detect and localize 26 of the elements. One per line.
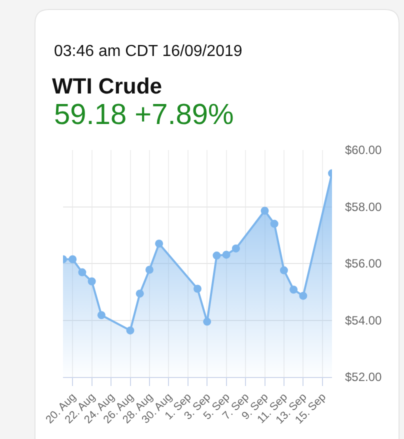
point <box>270 220 278 228</box>
point <box>88 277 96 286</box>
point <box>290 286 298 294</box>
point <box>97 311 106 320</box>
point <box>194 284 202 293</box>
y-tick-label: $56.00 <box>345 256 382 271</box>
point <box>222 250 230 259</box>
point <box>78 268 86 276</box>
point <box>136 290 144 298</box>
point <box>145 266 154 274</box>
point <box>212 252 221 260</box>
point <box>68 255 77 264</box>
point <box>126 326 134 334</box>
y-tick-label: $54.00 <box>345 313 382 328</box>
point <box>299 292 308 300</box>
point <box>232 244 240 252</box>
text: 03:46 am CDT 16/09/2019 <box>54 43 242 60</box>
y-tick-label: $60.00 <box>345 143 382 158</box>
chart-subtitle: 59.18 +7.89% <box>54 99 234 131</box>
point <box>203 318 212 326</box>
point <box>280 266 288 274</box>
point <box>260 206 269 215</box>
y-tick-label: $52.00 <box>345 370 382 384</box>
chart-title: WTI Crude <box>52 74 162 99</box>
y-tick-label: $58.00 <box>345 200 382 214</box>
point <box>155 240 164 248</box>
